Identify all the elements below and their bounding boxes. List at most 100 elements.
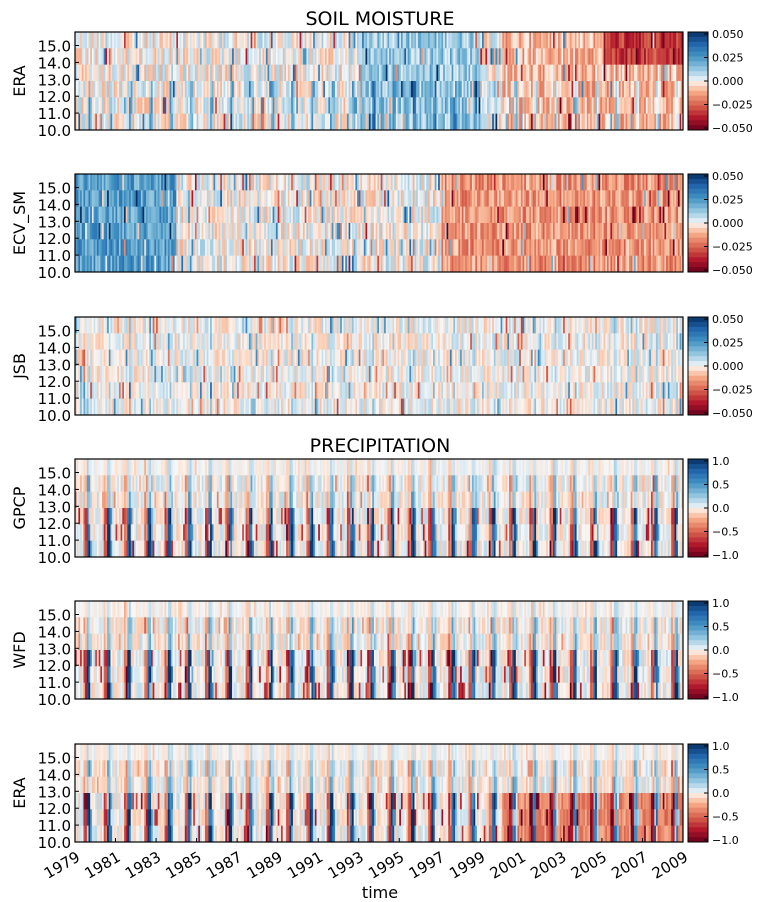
heatmap-cell bbox=[225, 255, 228, 273]
heatmap-cell bbox=[662, 81, 665, 98]
heatmap-cell bbox=[490, 97, 493, 115]
heatmap-cell bbox=[157, 32, 160, 49]
heatmap-cell bbox=[424, 190, 427, 208]
heatmap-cell bbox=[595, 174, 598, 191]
heatmap-cell bbox=[330, 239, 333, 257]
heatmap-cell bbox=[578, 223, 581, 240]
heatmap-cell bbox=[351, 223, 355, 240]
heatmap-cell bbox=[478, 206, 481, 224]
heatmap-cell bbox=[287, 223, 290, 240]
heatmap-cell bbox=[583, 174, 586, 191]
heatmap-cell bbox=[639, 206, 642, 224]
heatmap-cell bbox=[178, 223, 181, 240]
heatmap-cell bbox=[233, 64, 236, 82]
heatmap-cell bbox=[76, 206, 79, 224]
heatmap-cell bbox=[400, 64, 404, 82]
heatmap-cell bbox=[542, 223, 545, 240]
heatmap-cell bbox=[134, 190, 137, 208]
heatmap-cell bbox=[260, 333, 263, 351]
heatmap-cell bbox=[532, 206, 535, 224]
heatmap-cell bbox=[216, 255, 219, 273]
heatmap-cell bbox=[313, 223, 316, 240]
heatmap-cell bbox=[441, 113, 444, 131]
heatmap-cell bbox=[242, 174, 245, 191]
heatmap-cell bbox=[102, 255, 105, 273]
heatmap-cell bbox=[237, 239, 240, 257]
heatmap-cell bbox=[655, 48, 659, 66]
heatmap-cell bbox=[319, 97, 322, 115]
heatmap-cell bbox=[323, 333, 326, 351]
heatmap-cell bbox=[674, 32, 677, 49]
heatmap-cell bbox=[196, 190, 199, 208]
heatmap-cell bbox=[503, 206, 507, 224]
heatmap-cell bbox=[275, 32, 279, 49]
heatmap-cell bbox=[289, 32, 292, 49]
heatmap-cell bbox=[213, 64, 216, 82]
heatmap-cell bbox=[147, 32, 150, 49]
heatmap-cell bbox=[211, 190, 214, 208]
heatmap-cell bbox=[188, 81, 191, 98]
heatmap-cell bbox=[242, 317, 245, 334]
heatmap-cell bbox=[284, 48, 287, 66]
heatmap-cell bbox=[517, 206, 520, 224]
heatmap-cell bbox=[85, 32, 88, 49]
heatmap-cell bbox=[475, 48, 478, 66]
heatmap-cell bbox=[497, 48, 500, 66]
heatmap-cell bbox=[223, 97, 226, 115]
heatmap-cell bbox=[193, 64, 196, 82]
heatmap-cell bbox=[291, 190, 294, 208]
heatmap-cell bbox=[245, 48, 248, 66]
heatmap-cell bbox=[252, 32, 255, 49]
heatmap-cell bbox=[102, 333, 105, 351]
heatmap-cell bbox=[384, 113, 387, 131]
heatmap-cell bbox=[88, 317, 91, 334]
heatmap-cell bbox=[399, 48, 402, 66]
heatmap-cell bbox=[188, 48, 191, 66]
heatmap-cell bbox=[458, 239, 461, 257]
heatmap-cell bbox=[412, 223, 415, 240]
heatmap-cell bbox=[115, 174, 118, 191]
heatmap-cell bbox=[507, 223, 510, 240]
heatmap-cell bbox=[213, 97, 216, 115]
heatmap-cell bbox=[429, 317, 432, 334]
heatmap-cell bbox=[661, 113, 664, 131]
heatmap-cell bbox=[372, 48, 375, 66]
heatmap-cell bbox=[216, 223, 219, 240]
heatmap-cell bbox=[270, 239, 273, 257]
heatmap-cell bbox=[183, 174, 186, 191]
heatmap-cell bbox=[210, 206, 213, 224]
heatmap-cell bbox=[610, 206, 613, 224]
heatmap-cell bbox=[475, 223, 478, 240]
heatmap-cell bbox=[357, 32, 360, 49]
heatmap-cell bbox=[179, 81, 182, 98]
heatmap-cell bbox=[387, 81, 390, 98]
heatmap-cell bbox=[103, 223, 106, 240]
heatmap-cell bbox=[529, 32, 532, 49]
heatmap-cell bbox=[470, 48, 473, 66]
heatmap-cell bbox=[240, 223, 243, 240]
heatmap-cell bbox=[272, 333, 275, 351]
heatmap-cell bbox=[389, 333, 392, 351]
heatmap-cell bbox=[639, 174, 642, 191]
heatmap-cell bbox=[340, 97, 343, 115]
heatmap-cell bbox=[203, 333, 206, 351]
heatmap-cell bbox=[252, 113, 255, 131]
heatmap-cell bbox=[242, 64, 245, 82]
heatmap-cell bbox=[95, 239, 98, 257]
heatmap-cell bbox=[324, 174, 328, 191]
heatmap-cell bbox=[78, 97, 81, 115]
heatmap-cell bbox=[228, 223, 231, 240]
heatmap-cell bbox=[390, 317, 393, 334]
heatmap-cell bbox=[400, 97, 404, 115]
heatmap-cell bbox=[392, 32, 395, 49]
heatmap-cell bbox=[98, 64, 101, 82]
heatmap-cell bbox=[112, 333, 115, 351]
heatmap-cell bbox=[488, 255, 491, 273]
heatmap-cell bbox=[157, 81, 160, 98]
y-tick-label: 14.0 bbox=[38, 54, 71, 72]
heatmap-cell bbox=[78, 333, 81, 351]
heatmap-cell bbox=[639, 81, 642, 98]
heatmap-cell bbox=[304, 48, 307, 66]
heatmap-cell bbox=[579, 174, 583, 191]
heatmap-cell bbox=[446, 239, 449, 257]
